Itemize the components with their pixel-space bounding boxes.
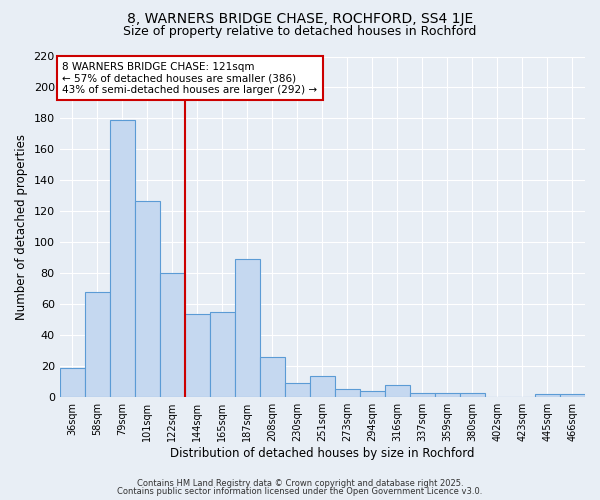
Bar: [85, 292, 110, 397]
Bar: [185, 314, 210, 397]
Text: 8 WARNERS BRIDGE CHASE: 121sqm
← 57% of detached houses are smaller (386)
43% of: 8 WARNERS BRIDGE CHASE: 121sqm ← 57% of …: [62, 62, 317, 95]
Bar: [110, 120, 135, 397]
Bar: [335, 390, 360, 397]
Bar: [560, 394, 585, 397]
Bar: [310, 376, 335, 397]
Bar: [285, 384, 310, 397]
Text: Contains public sector information licensed under the Open Government Licence v3: Contains public sector information licen…: [118, 487, 482, 496]
X-axis label: Distribution of detached houses by size in Rochford: Distribution of detached houses by size …: [170, 447, 475, 460]
Bar: [260, 357, 285, 397]
Bar: [235, 260, 260, 397]
Bar: [385, 385, 410, 397]
Text: Contains HM Land Registry data © Crown copyright and database right 2025.: Contains HM Land Registry data © Crown c…: [137, 478, 463, 488]
Bar: [460, 392, 485, 397]
Text: 8, WARNERS BRIDGE CHASE, ROCHFORD, SS4 1JE: 8, WARNERS BRIDGE CHASE, ROCHFORD, SS4 1…: [127, 12, 473, 26]
Bar: [410, 392, 435, 397]
Bar: [535, 394, 560, 397]
Bar: [210, 312, 235, 397]
Bar: [135, 200, 160, 397]
Bar: [360, 391, 385, 397]
Bar: [160, 274, 185, 397]
Y-axis label: Number of detached properties: Number of detached properties: [15, 134, 28, 320]
Text: Size of property relative to detached houses in Rochford: Size of property relative to detached ho…: [124, 25, 476, 38]
Bar: [435, 392, 460, 397]
Bar: [59, 368, 85, 397]
